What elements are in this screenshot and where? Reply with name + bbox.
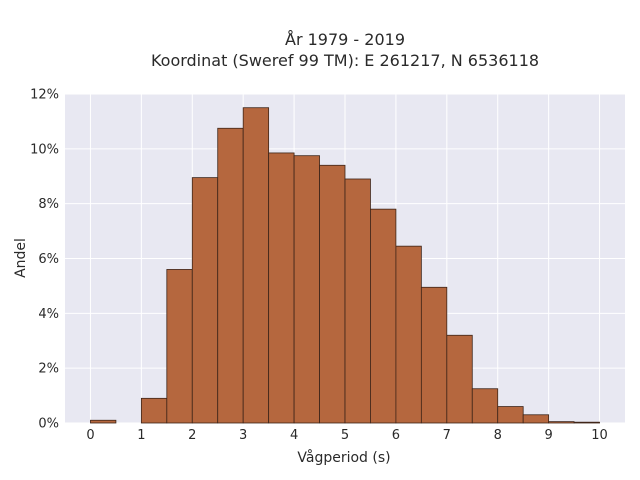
histogram-bar-10 (344, 178, 371, 424)
histogram-bar-15 (471, 388, 499, 424)
histogram-bar-19 (573, 421, 600, 424)
x-tick-label-6: 6 (392, 428, 400, 443)
histogram-bars (90, 107, 600, 424)
x-tick-labels: 0 1 2 3 4 5 6 7 8 9 10 (86, 428, 608, 443)
x-axis-label: Vågperiod (s) (297, 449, 390, 466)
histogram-bar-5 (217, 127, 244, 424)
x-tick-label-4: 4 (290, 428, 298, 443)
chart-title: År 1979 - 2019 (285, 30, 405, 49)
x-tick-label-7: 7 (443, 428, 451, 443)
histogram-bar-9 (319, 164, 346, 424)
x-tick-label-10: 10 (591, 428, 608, 443)
histogram-bar-2 (140, 397, 168, 424)
y-tick-label-2: 4% (38, 307, 59, 322)
histogram-bar-8 (293, 155, 320, 424)
histogram-bar-11 (370, 208, 397, 424)
histogram-bar-6 (242, 107, 270, 424)
histogram-bar-18 (548, 421, 575, 424)
histogram-bar-16 (497, 406, 524, 424)
histogram-bar-4 (191, 177, 219, 424)
x-tick-label-1: 1 (137, 428, 145, 443)
x-tick-label-0: 0 (86, 428, 94, 443)
histogram-bar-13 (420, 286, 448, 424)
histogram-bar-7 (268, 152, 295, 424)
y-tick-label-0: 0% (38, 417, 59, 432)
histogram-bar-17 (522, 414, 550, 424)
x-tick-label-9: 9 (544, 428, 552, 443)
y-axis-label: Andel (13, 238, 29, 278)
x-tick-label-3: 3 (239, 428, 247, 443)
chart-subtitle: Koordinat (Sweref 99 TM): E 261217, N 65… (151, 51, 539, 70)
y-tick-label-1: 2% (38, 362, 59, 377)
x-tick-label-2: 2 (188, 428, 196, 443)
x-tick-label-8: 8 (494, 428, 502, 443)
y-tick-label-6: 12% (30, 88, 59, 103)
histogram-bar-3 (166, 269, 193, 424)
y-tick-label-3: 6% (38, 252, 59, 267)
y-tick-label-4: 8% (38, 197, 59, 212)
histogram-bar-0 (90, 419, 117, 424)
x-tick-label-5: 5 (341, 428, 349, 443)
histogram-bar-12 (395, 245, 422, 424)
y-tick-labels: 0% 2% 4% 6% 8% 10% 12% (30, 88, 59, 432)
histogram-bar-14 (446, 334, 473, 424)
y-tick-label-5: 10% (30, 142, 59, 157)
